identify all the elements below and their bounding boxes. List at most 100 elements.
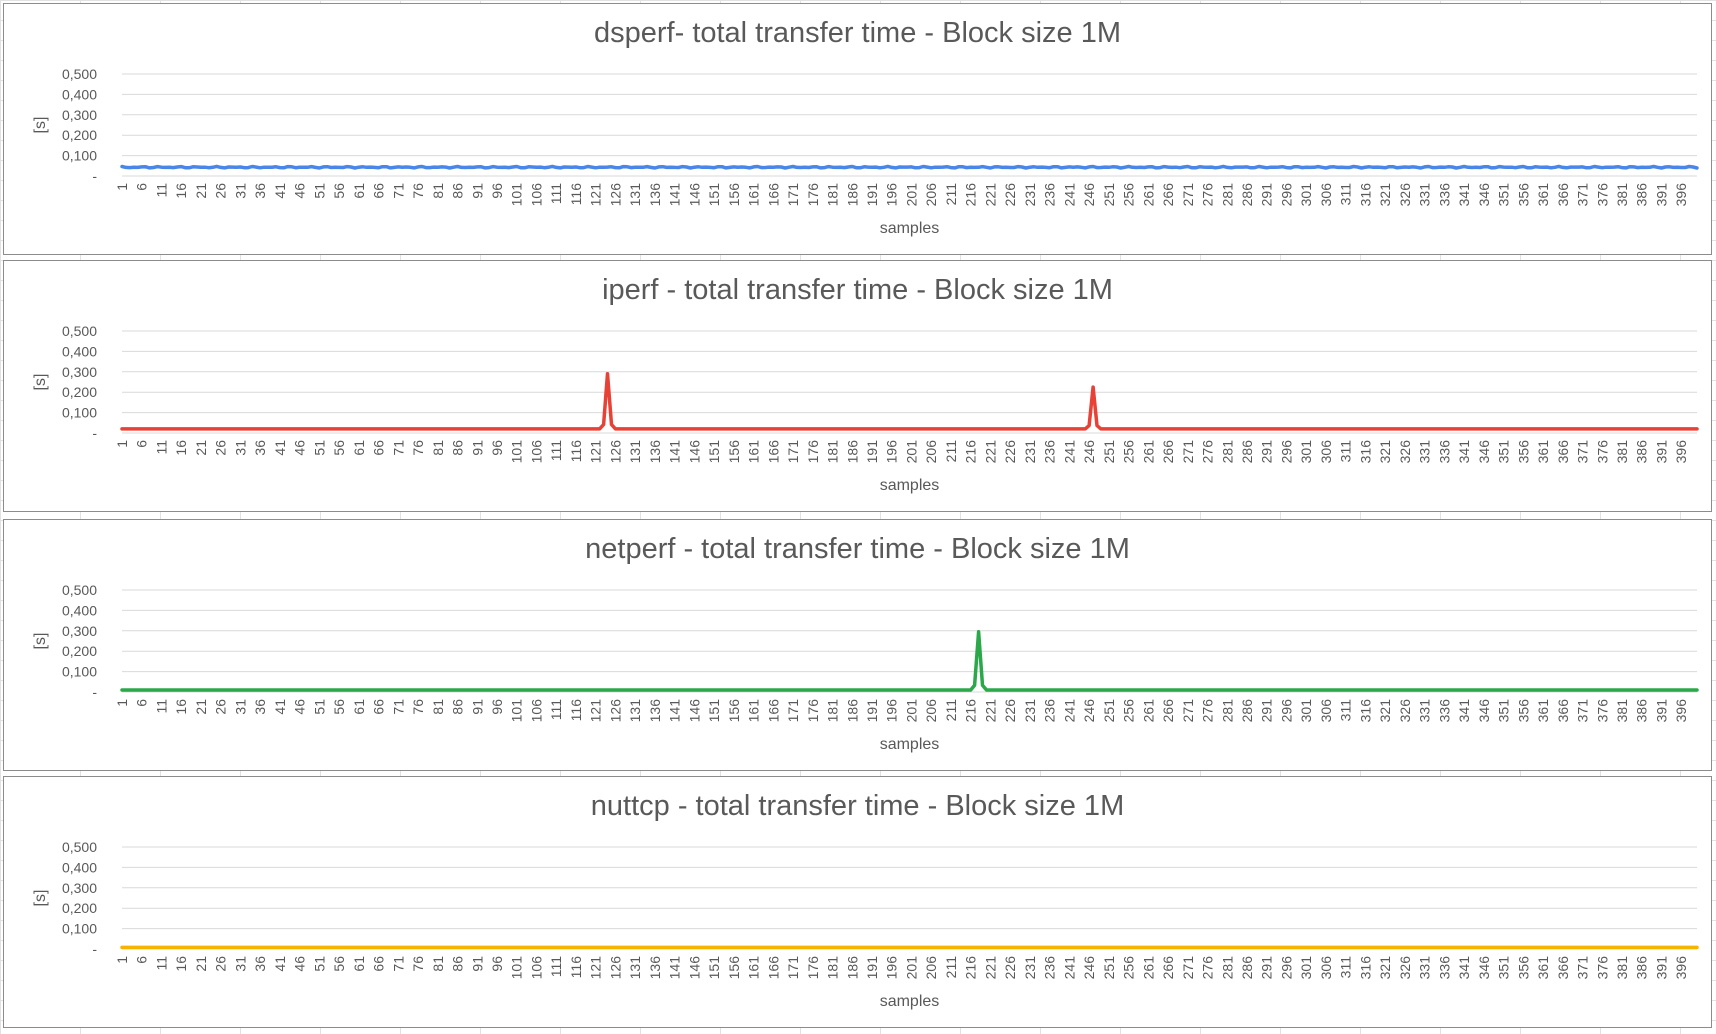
x-tick-label: 371 [1575, 956, 1591, 980]
x-tick-label: 1 [114, 183, 130, 191]
x-tick-label: 226 [1002, 440, 1018, 464]
x-tick-label: 106 [528, 956, 544, 980]
x-tick-label: 231 [1022, 440, 1038, 464]
y-tick-label: - [92, 941, 97, 957]
x-tick-label: 241 [1061, 183, 1077, 207]
y-tick-label: 0,500 [62, 839, 97, 855]
x-tick-label: 231 [1022, 956, 1038, 980]
x-tick-label: 201 [903, 956, 919, 980]
chart-panel-dsperf: dsperf- total transfer time - Block size… [3, 3, 1712, 255]
x-tick-label: 116 [568, 183, 584, 206]
x-tick-label: 151 [706, 956, 722, 980]
x-tick-label: 261 [1140, 956, 1156, 980]
x-tick-label: 96 [489, 956, 505, 972]
y-tick-label: 0,500 [62, 582, 97, 598]
x-tick-label: 356 [1515, 183, 1531, 207]
x-tick-label: 56 [331, 440, 347, 456]
x-tick-label: 156 [726, 956, 742, 980]
x-tick-label: 111 [548, 956, 564, 977]
y-tick-label: 0,100 [62, 405, 97, 421]
x-tick-label: 126 [607, 699, 623, 723]
x-tick-label: 46 [292, 183, 308, 199]
chart-panel-netperf: netperf - total transfer time - Block si… [3, 519, 1712, 771]
x-tick-label: 141 [667, 440, 683, 464]
x-tick-label: 356 [1515, 440, 1531, 464]
x-tick-label: 261 [1140, 183, 1156, 207]
y-tick-label: 0,100 [62, 921, 97, 937]
x-tick-label: 206 [923, 440, 939, 464]
x-tick-label: 161 [746, 699, 762, 723]
x-tick-label: 271 [1180, 440, 1196, 464]
x-tick-label: 76 [410, 956, 426, 972]
x-tick-label: 281 [1219, 956, 1235, 980]
x-tick-label: 131 [627, 699, 643, 723]
x-tick-label: 41 [272, 440, 288, 456]
x-tick-label: 46 [292, 440, 308, 456]
x-tick-label: 316 [1357, 699, 1373, 723]
x-tick-label: 96 [489, 183, 505, 199]
x-tick-label: 211 [943, 183, 959, 206]
x-tick-label: 86 [450, 956, 466, 972]
x-tick-label: 396 [1673, 699, 1689, 723]
x-tick-label: 176 [805, 699, 821, 723]
x-tick-label: 376 [1594, 699, 1610, 723]
x-tick-label: 236 [1042, 699, 1058, 723]
x-tick-label: 71 [390, 699, 406, 715]
x-tick-label: 301 [1298, 440, 1314, 464]
x-tick-label: 251 [1101, 699, 1117, 723]
x-tick-label: 341 [1456, 183, 1472, 207]
x-tick-label: 306 [1318, 699, 1334, 723]
x-tick-label: 331 [1417, 183, 1433, 207]
x-tick-label: 91 [469, 699, 485, 715]
x-tick-label: 276 [1200, 183, 1216, 207]
x-tick-label: 116 [568, 699, 584, 722]
x-tick-label: 341 [1456, 440, 1472, 464]
y-tick-label: 0,400 [62, 859, 97, 875]
x-tick-label: 146 [686, 956, 702, 980]
x-tick-label: 196 [884, 183, 900, 207]
x-tick-label: 166 [765, 699, 781, 723]
x-tick-label: 236 [1042, 440, 1058, 464]
x-tick-label: 131 [627, 956, 643, 980]
y-tick-label: 0,500 [62, 323, 97, 339]
x-tick-label: 266 [1160, 699, 1176, 723]
x-tick-label: 81 [430, 440, 446, 456]
x-tick-label: 306 [1318, 183, 1334, 207]
x-tick-label: 306 [1318, 440, 1334, 464]
x-tick-label: 256 [1121, 440, 1137, 464]
x-tick-label: 201 [903, 183, 919, 207]
x-tick-label: 6 [134, 699, 150, 707]
x-tick-label: 131 [627, 183, 643, 207]
x-tick-label: 396 [1673, 440, 1689, 464]
x-tick-label: 216 [963, 956, 979, 980]
x-tick-label: 361 [1535, 699, 1551, 723]
x-tick-label: 311 [1338, 183, 1354, 206]
x-tick-label: 11 [153, 183, 169, 198]
x-tick-label: 171 [785, 956, 801, 980]
x-tick-label: 176 [805, 183, 821, 207]
x-tick-label: 121 [588, 956, 604, 980]
x-tick-label: 366 [1555, 956, 1571, 980]
x-tick-label: 236 [1042, 956, 1058, 980]
x-tick-label: 16 [173, 956, 189, 972]
x-tick-label: 26 [213, 699, 229, 715]
x-tick-label: 96 [489, 440, 505, 456]
x-tick-label: 21 [193, 956, 209, 972]
x-tick-label: 196 [884, 699, 900, 723]
x-tick-label: 391 [1653, 956, 1669, 980]
x-tick-label: 121 [588, 699, 604, 723]
x-tick-label: 141 [667, 699, 683, 723]
x-tick-label: 66 [371, 440, 387, 456]
x-tick-label: 191 [864, 183, 880, 207]
x-tick-label: 366 [1555, 440, 1571, 464]
chart-panel-iperf: iperf - total transfer time - Block size… [3, 260, 1712, 512]
x-tick-label: 326 [1397, 183, 1413, 207]
x-tick-label: 386 [1634, 699, 1650, 723]
x-tick-label: 101 [509, 183, 525, 207]
y-tick-label: 0,400 [62, 343, 97, 359]
x-tick-label: 241 [1061, 699, 1077, 723]
x-tick-label: 126 [607, 440, 623, 464]
x-tick-label: 31 [232, 956, 248, 972]
x-tick-label: 206 [923, 956, 939, 980]
x-tick-label: 361 [1535, 440, 1551, 464]
